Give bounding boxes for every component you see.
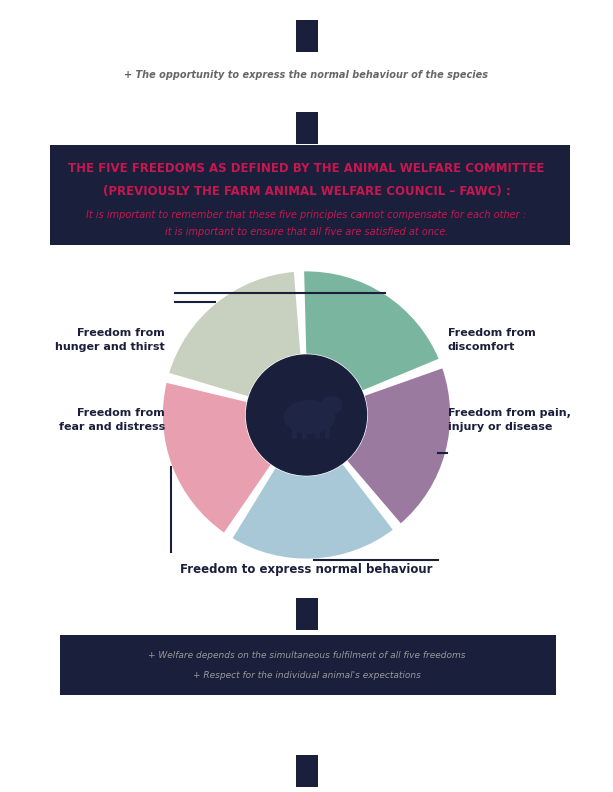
- Bar: [60, 635, 556, 695]
- Ellipse shape: [283, 400, 335, 434]
- Text: Freedom from
discomfort: Freedom from discomfort: [448, 329, 536, 352]
- Bar: [50, 145, 570, 245]
- Bar: [324, 421, 330, 439]
- Text: Freedom from
hunger and thirst: Freedom from hunger and thirst: [55, 329, 165, 352]
- Bar: [314, 421, 319, 439]
- Ellipse shape: [321, 396, 343, 414]
- Text: + The opportunity to express the normal behaviour of the species: + The opportunity to express the normal …: [124, 70, 489, 80]
- Text: Freedom from pain,
injury or disease: Freedom from pain, injury or disease: [448, 409, 571, 432]
- Wedge shape: [346, 367, 452, 525]
- Text: Freedom to express normal behaviour: Freedom to express normal behaviour: [180, 563, 433, 577]
- Bar: [295, 755, 318, 787]
- Wedge shape: [230, 463, 395, 560]
- Bar: [295, 598, 318, 630]
- Text: It is important to remember that these five principles cannot compensate for eac: It is important to remember that these f…: [86, 210, 527, 220]
- Wedge shape: [303, 270, 441, 392]
- Circle shape: [246, 355, 367, 475]
- Bar: [295, 20, 318, 52]
- Text: THE FIVE FREEDOMS AS DEFINED BY THE ANIMAL WELFARE COMMITTEE: THE FIVE FREEDOMS AS DEFINED BY THE ANIM…: [68, 162, 545, 174]
- Wedge shape: [161, 381, 273, 535]
- Text: it is important to ensure that all five are satisfied at once.: it is important to ensure that all five …: [165, 227, 448, 237]
- Bar: [292, 421, 297, 439]
- Text: + Welfare depends on the simultaneous fulfilment of all five freedoms: + Welfare depends on the simultaneous fu…: [148, 650, 465, 660]
- Bar: [295, 112, 318, 144]
- Text: + Respect for the individual animal's expectations: + Respect for the individual animal's ex…: [192, 671, 421, 680]
- Wedge shape: [167, 270, 302, 398]
- Text: (PREVIOUSLY THE FARM ANIMAL WELFARE COUNCIL – FAWC) :: (PREVIOUSLY THE FARM ANIMAL WELFARE COUN…: [102, 185, 511, 199]
- Bar: [302, 421, 306, 439]
- Text: Freedom from
fear and distress: Freedom from fear and distress: [59, 409, 165, 432]
